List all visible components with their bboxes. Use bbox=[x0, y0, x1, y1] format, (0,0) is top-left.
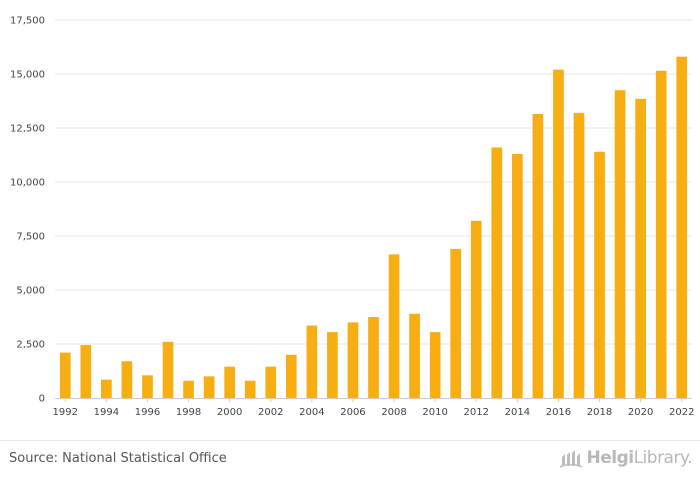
bar-2020 bbox=[635, 98, 646, 398]
bar-1998 bbox=[183, 380, 194, 398]
bar-2014 bbox=[511, 153, 523, 398]
bar-2007 bbox=[368, 317, 379, 398]
y-tick-label: 12,500 bbox=[10, 124, 45, 135]
bar-2013 bbox=[491, 147, 503, 398]
y-tick-label: 15,000 bbox=[10, 70, 45, 81]
logo-text: HelgiLibrary. bbox=[586, 448, 692, 468]
bar-2010 bbox=[429, 332, 441, 398]
bar-2006 bbox=[347, 322, 359, 398]
x-tick-label: 2008 bbox=[381, 407, 406, 418]
x-tick-label: 1996 bbox=[135, 407, 160, 418]
x-tick-label: 1998 bbox=[176, 407, 201, 418]
source-note: Source: National Statistical Office bbox=[9, 451, 227, 466]
bar-2005 bbox=[327, 332, 338, 398]
y-tick-label: 17,500 bbox=[10, 16, 45, 27]
bar-1992 bbox=[59, 352, 71, 398]
bar-1994 bbox=[101, 379, 112, 398]
bar-2001 bbox=[244, 380, 256, 398]
x-tick-label: 2014 bbox=[505, 407, 530, 418]
bar-1993 bbox=[80, 345, 92, 398]
bars bbox=[59, 56, 688, 399]
y-tick-label: 10,000 bbox=[10, 178, 45, 189]
bar-chart: 0 2,500 5,000 7,500 10,000 12,500 15,000 17,500… bbox=[10, 16, 694, 419]
y-tick-label: 5,000 bbox=[16, 286, 45, 297]
y-tick-label: 0 bbox=[39, 394, 45, 405]
bar-2002 bbox=[265, 366, 277, 398]
x-tick-label: 2010 bbox=[422, 407, 447, 418]
x-tick-label: 2012 bbox=[464, 407, 489, 418]
x-tick-label: 2018 bbox=[587, 407, 612, 418]
bar-2000 bbox=[224, 366, 236, 398]
bar-1996 bbox=[142, 375, 153, 398]
x-tick-label: 2020 bbox=[628, 407, 653, 418]
helgi-library-logo[interactable]: HelgiLibrary. bbox=[560, 448, 693, 468]
bar-2015 bbox=[532, 113, 544, 399]
bar-2011 bbox=[450, 248, 462, 398]
logo-word-library: Library. bbox=[633, 448, 693, 468]
x-axis-ticks: 1992 1994 1996 1998 2000 2002 2004 2006 2008 2010… bbox=[53, 398, 694, 418]
bar-2003 bbox=[285, 354, 297, 398]
logo-word-helgi: Helgi bbox=[586, 448, 634, 468]
x-tick-label: 2022 bbox=[669, 407, 694, 418]
x-tick-label: 2016 bbox=[546, 407, 571, 418]
bar-1999 bbox=[203, 376, 215, 398]
bar-2018 bbox=[594, 151, 605, 398]
x-tick-label: 1994 bbox=[94, 407, 119, 418]
bar-2016 bbox=[553, 69, 564, 399]
y-axis-ticks: 0 2,500 5,000 7,500 10,000 12,500 15,000 17,500 bbox=[10, 16, 45, 405]
bar-1997 bbox=[162, 341, 174, 398]
helgi-library-logo-icon bbox=[560, 450, 583, 468]
x-tick-label: 2004 bbox=[299, 407, 324, 418]
bar-2019 bbox=[614, 90, 626, 398]
x-tick-label: 2000 bbox=[217, 407, 242, 418]
y-tick-label: 7,500 bbox=[16, 232, 45, 243]
x-tick-label: 2002 bbox=[258, 407, 283, 418]
bar-2012 bbox=[470, 220, 482, 398]
bar-2009 bbox=[409, 313, 420, 398]
bar-2017 bbox=[573, 112, 585, 398]
x-tick-label: 1992 bbox=[53, 407, 78, 418]
x-tick-label: 2006 bbox=[340, 407, 365, 418]
grid-lines bbox=[55, 19, 692, 345]
bar-2022 bbox=[676, 56, 688, 398]
bar-1995 bbox=[121, 361, 133, 398]
bar-2021 bbox=[655, 70, 667, 398]
bar-2008 bbox=[388, 254, 400, 398]
footer-divider bbox=[0, 440, 700, 441]
y-tick-label: 2,500 bbox=[16, 340, 45, 351]
bar-2004 bbox=[306, 325, 318, 398]
